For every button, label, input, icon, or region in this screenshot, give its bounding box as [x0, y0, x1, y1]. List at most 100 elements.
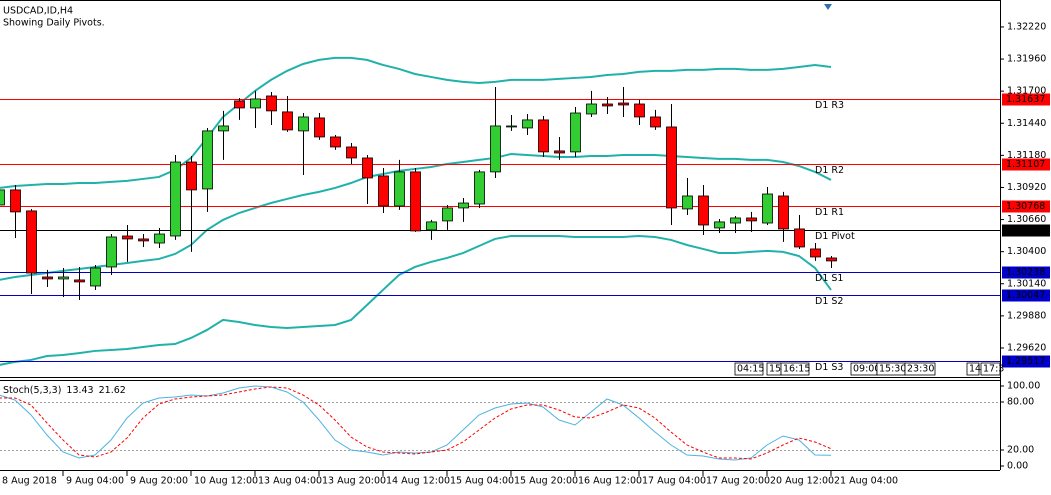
candle-body	[810, 248, 821, 258]
candle-body	[442, 207, 453, 222]
pivot-price: 1.31107	[1006, 159, 1045, 170]
y-tick-label: 1.31700	[1007, 86, 1046, 97]
candle-body	[666, 126, 677, 209]
y-tick-label: 1.29880	[1007, 310, 1046, 321]
candle-body	[490, 125, 501, 173]
candle-body	[282, 111, 293, 131]
candle-body	[218, 125, 229, 132]
candle-body	[138, 238, 149, 242]
candle-body	[298, 116, 309, 132]
pivot-label: D1 S3	[815, 362, 843, 373]
stoch-line	[0, 385, 832, 461]
session-label: 15:	[769, 364, 784, 375]
candle-body	[106, 236, 117, 268]
candle-body	[90, 267, 101, 287]
x-tick-label: 20 Aug 12:00	[770, 476, 834, 487]
candle-body	[0, 189, 5, 206]
candle-body	[698, 195, 709, 226]
candle-body	[42, 276, 53, 280]
pivot-price: 1.30047	[1006, 290, 1045, 301]
y-tick-label: 80.00	[1007, 397, 1034, 408]
x-tick-label: 9 Aug 04:00	[66, 476, 124, 487]
candle-body	[122, 235, 133, 240]
pivot-price-box	[1002, 224, 1050, 237]
candle-body	[602, 103, 613, 107]
bollinger-lower	[0, 234, 832, 366]
x-tick-label: 13 Aug 20:00	[322, 476, 386, 487]
candle-body	[778, 195, 789, 230]
candle-body	[586, 103, 597, 115]
candle-body	[250, 98, 261, 109]
pivot-label: D1 R1	[815, 207, 844, 218]
indicator-title-text: Stoch(5,3,3) 13.43 21.62	[3, 385, 126, 396]
y-tick-label: 1.30140	[1007, 278, 1046, 289]
candle-body	[474, 171, 485, 205]
candle-body	[58, 276, 69, 280]
candle-body	[202, 130, 213, 190]
session-label: 04:15	[737, 364, 764, 375]
candle-body	[618, 102, 629, 106]
candle-body	[714, 221, 725, 229]
pivot-label: D1 S1	[815, 273, 843, 284]
y-tick-label: 1.30660	[1007, 214, 1046, 225]
session-box	[780, 362, 810, 376]
candle-body	[634, 103, 645, 118]
candle-body	[266, 95, 277, 112]
candle-body	[394, 171, 405, 207]
pivot-price-box	[1002, 158, 1050, 171]
candle-body	[170, 161, 181, 237]
candle-body	[522, 119, 533, 129]
candle-body	[10, 189, 21, 213]
candle-body	[26, 210, 37, 274]
candle-body	[746, 217, 757, 222]
candle-body	[74, 279, 85, 283]
candle-body	[506, 125, 517, 128]
pivot-label: D1 R3	[815, 100, 844, 111]
stoch-line	[0, 386, 832, 460]
candle-body	[538, 119, 549, 153]
pivot-price: 1.30577	[1006, 225, 1045, 236]
session-label: 16:15	[783, 364, 810, 375]
pivot-price-box	[1002, 200, 1050, 213]
candle-body	[762, 193, 773, 224]
x-tick-label: 15 Aug 04:00	[450, 476, 514, 487]
x-tick-label: 15 Aug 20:00	[514, 476, 578, 487]
x-tick-label: 16 Aug 12:00	[578, 476, 642, 487]
session-label: 15:30	[879, 364, 906, 375]
candle-body	[186, 161, 197, 191]
pivot-price-box	[1002, 93, 1050, 106]
indicator-plot	[0, 385, 1000, 461]
scroll-icon[interactable]	[824, 4, 832, 10]
session-box	[904, 362, 936, 376]
chart-subtitle: Showing Daily Pivots.	[3, 18, 105, 29]
y-tick-label: 1.31180	[1007, 150, 1046, 161]
candle-body	[362, 157, 373, 179]
x-tick-label: 14 Aug 12:00	[386, 476, 450, 487]
x-tick-label: 9 Aug 20:00	[130, 476, 188, 487]
y-tick-label: 1.29620	[1007, 342, 1046, 353]
indicator-title: Stoch(5,3,3) 13.43 21.62	[3, 385, 126, 396]
candle-body	[730, 217, 741, 224]
pivot-price: 1.29517	[1006, 356, 1045, 367]
y-tick-label: 20.00	[1007, 445, 1034, 456]
y-tick-label: 100.00	[1007, 381, 1040, 392]
candle-body	[458, 202, 469, 209]
pivot-label: D1 S2	[815, 296, 843, 307]
x-tick-label: 13 Aug 04:00	[258, 476, 322, 487]
session-label: 09:00	[853, 364, 880, 375]
pivot-price: 1.30768	[1006, 201, 1045, 212]
candle-body	[426, 221, 437, 231]
session-box	[980, 362, 1001, 376]
x-tick-label: 10 Aug 12:00	[194, 476, 258, 487]
pivot-price: 1.30238	[1006, 267, 1045, 278]
candle-body	[570, 112, 581, 153]
x-tick-label: 21 Aug 04:00	[834, 476, 898, 487]
candle-body	[794, 228, 805, 248]
pivot-price-box	[1002, 355, 1050, 368]
candle-body	[554, 150, 565, 154]
pivot-price-box	[1002, 266, 1050, 279]
y-tick-label: 1.31440	[1007, 118, 1046, 129]
